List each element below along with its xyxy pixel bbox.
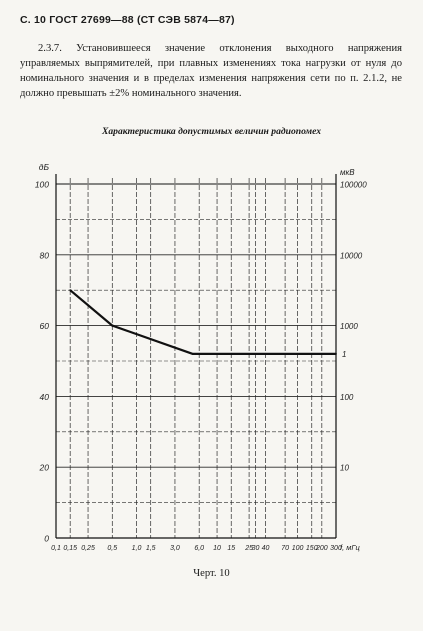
chart-title: Характеристика допустимых величин радиоп… — [101, 126, 322, 137]
y-tick-label: 0 — [44, 534, 49, 544]
right-tick-label: 1000 — [340, 322, 358, 331]
right-tick-label: 10000 — [340, 251, 363, 260]
x-tick-label: 30 — [252, 545, 260, 552]
x-tick-label: 200 — [315, 545, 328, 552]
x-tick-label: 3,0 — [170, 545, 180, 552]
y-tick-label: 20 — [39, 463, 50, 473]
y-tick-label: 60 — [40, 321, 50, 331]
x-tick-label: 1,0 — [132, 545, 142, 552]
x-tick-label: 300 — [330, 545, 342, 552]
x-tick-label: 100 — [292, 545, 304, 552]
curve-point — [69, 289, 72, 292]
y-axis-unit-label: дБ — [39, 162, 50, 172]
right-axis-marker: 1 — [342, 350, 346, 359]
x-tick-label: 6,0 — [194, 545, 204, 552]
curve-point — [254, 353, 257, 355]
y-tick-label: 40 — [40, 392, 50, 402]
right-tick-label: 100000 — [340, 181, 367, 190]
right-tick-label: 10 — [340, 464, 349, 473]
y-tick-label: 80 — [40, 250, 50, 260]
right-tick-label: 100 — [340, 393, 354, 402]
x-tick-label: 0,5 — [107, 545, 117, 552]
figure-caption: Черт. 10 — [193, 568, 230, 579]
x-axis-label: f, мГц — [340, 543, 360, 552]
x-tick-label: 150 — [306, 545, 318, 552]
x-tick-label: 70 — [281, 545, 289, 552]
x-tick-label: 0,25 — [81, 545, 95, 552]
page-header: С. 10 ГОСТ 27699—88 (СТ СЭВ 5874—87) — [20, 14, 235, 26]
x-tick-label: 0,1 — [51, 545, 61, 552]
x-tick-label: 10 — [213, 545, 221, 552]
x-tick-label: 15 — [227, 545, 235, 552]
limit-curve — [69, 289, 336, 355]
curve-point — [335, 353, 337, 355]
x-tick-label: 0,15 — [63, 545, 77, 552]
x-tick-label: 25 — [244, 545, 253, 552]
curve-point — [191, 353, 194, 355]
x-tick-label: 40 — [262, 545, 270, 552]
clause-paragraph: 2.3.7. Установившееся значение отклонени… — [20, 43, 402, 99]
x-tick-label: 1,5 — [146, 545, 156, 552]
curve-point — [111, 324, 114, 327]
right-axis-unit-label: мкВ — [340, 168, 355, 177]
y-tick-label: 100 — [35, 180, 49, 190]
